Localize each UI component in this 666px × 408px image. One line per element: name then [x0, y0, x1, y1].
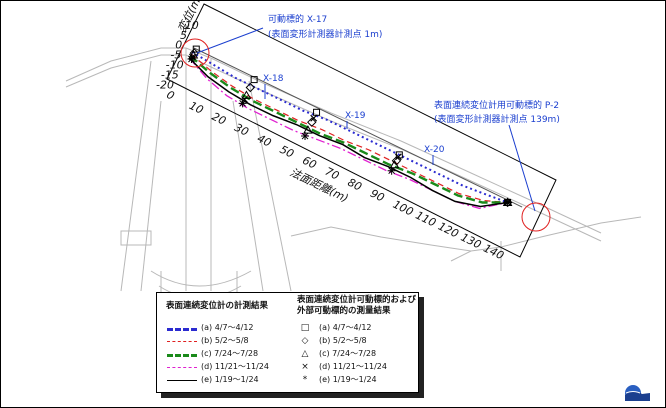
legend-marker-label: (c) 7/24～7/28 — [319, 349, 377, 358]
legend-line-label: (a) 4/7～4/12 — [201, 323, 254, 332]
series-line-2 — [189, 55, 508, 204]
annotation-x17-arrow — [196, 27, 264, 54]
marker-0-0 — [192, 45, 200, 53]
x-tick-label: 120 — [436, 220, 461, 241]
legend-line-label: (b) 5/2～5/8 — [201, 336, 249, 345]
x-tick-label: 30 — [232, 121, 250, 139]
x-tick-label: 90 — [368, 187, 386, 205]
x-tick-label: 40 — [255, 132, 273, 150]
y-tick-label: -10 — [166, 59, 184, 72]
legend-right-title-1: 表面連続変位計可動標的および — [297, 295, 417, 305]
label-x18: X-18 — [263, 74, 284, 84]
marker-4-3 — [387, 166, 396, 175]
legend-marker-symbol: × — [301, 362, 309, 372]
zero-reference-line — [193, 47, 523, 208]
x-tick-label: 70 — [323, 165, 341, 183]
legend-marker-symbol: * — [302, 375, 308, 385]
y-tick-label: -15 — [161, 68, 179, 81]
series-line-0 — [191, 51, 508, 204]
x-tick-label: 0 — [164, 88, 176, 103]
x-tick-label: 10 — [187, 99, 205, 117]
legend-line-swatch — [167, 354, 197, 357]
marker-4-1 — [238, 99, 247, 108]
series-line-1 — [190, 53, 508, 204]
legend-line-swatch — [167, 341, 197, 342]
x-tick-label: 140 — [481, 242, 506, 263]
legend-line-label: (d) 11/21～11/24 — [201, 362, 269, 371]
x-tick-label: 130 — [459, 231, 484, 252]
legend: 表面連続変位計の計測結果 表面連続変位計可動標的および 外部可動標的の測量結果 … — [156, 292, 419, 393]
marker-4-4 — [503, 198, 512, 207]
plot-marker-group — [187, 45, 513, 208]
legend-line-label: (c) 7/24～7/28 — [201, 349, 259, 358]
legend-line-label: (e) 1/19～1/24 — [201, 375, 259, 384]
marker-0-1 — [250, 76, 258, 84]
plot-border — [166, 3, 557, 258]
legend-left-title: 表面連続変位計の計測結果 — [166, 301, 269, 311]
label-x19: X-19 — [345, 111, 366, 121]
x-axis-label: 法面距離(m) — [288, 166, 351, 205]
marker-4-2 — [301, 132, 310, 141]
marker-2-1 — [241, 90, 252, 99]
x-tick-label: 50 — [278, 143, 296, 161]
x-tick-label: 100 — [391, 198, 416, 219]
legend-marker-label: (e) 1/19～1/24 — [319, 375, 377, 384]
marker-1-0 — [189, 48, 200, 58]
y-tick-label: -5 — [170, 49, 181, 62]
dam-cross-section-drawing — [65, 47, 642, 299]
marker-3-2 — [310, 114, 318, 122]
logo-icon — [625, 385, 650, 401]
annotation-x17-title: 可動標的 X-17 — [268, 13, 327, 25]
annotation-p2-arrow — [508, 124, 536, 212]
annotation-p2-subtitle: (表面変形計測器計測点 139m) — [434, 113, 560, 125]
label-x20: X-20 — [424, 145, 445, 155]
legend-marker-label: (b) 5/2～5/8 — [319, 336, 367, 345]
series-line-4 — [188, 57, 508, 208]
legend-line-swatch — [167, 367, 197, 368]
p2-highlight-circle — [521, 202, 551, 232]
x-tick-label: 20 — [210, 110, 228, 128]
y-tick-label: -20 — [156, 78, 174, 91]
annotation-x17-subtitle: (表面変形計測器計測点 1m) — [268, 28, 382, 40]
y-tick-label: 0 — [175, 39, 182, 52]
legend-marker-label: (a) 4/7～4/12 — [319, 323, 372, 332]
y-tick-label: 10 — [185, 19, 199, 32]
marker-3-3 — [394, 153, 402, 161]
x-tick-label: 60 — [300, 154, 318, 172]
x-tick-label: 80 — [346, 176, 364, 194]
marker-1-1 — [245, 82, 256, 93]
legend-right-title-2: 外部可動標的の測量結果 — [297, 306, 391, 316]
marker-4-0 — [187, 54, 196, 63]
plot-frame — [166, 3, 557, 258]
marker-1-2 — [307, 117, 317, 127]
legend-marker-symbol: □ — [300, 323, 310, 333]
legend-marker-symbol: ◇ — [301, 336, 309, 346]
legend-marker-label: (d) 11/21～11/24 — [319, 362, 387, 371]
legend-marker-symbol: △ — [301, 349, 309, 359]
legend-line-swatch — [167, 328, 197, 331]
x17-highlight-circle — [180, 38, 210, 68]
legend-line-swatch — [167, 380, 197, 381]
x-tick-label: 110 — [413, 209, 438, 230]
plot-series-group — [188, 47, 523, 210]
y-tick-label: 5 — [180, 29, 187, 42]
annotation-p2-title: 表面連続変位計用可動標的 P-2 — [434, 99, 559, 111]
